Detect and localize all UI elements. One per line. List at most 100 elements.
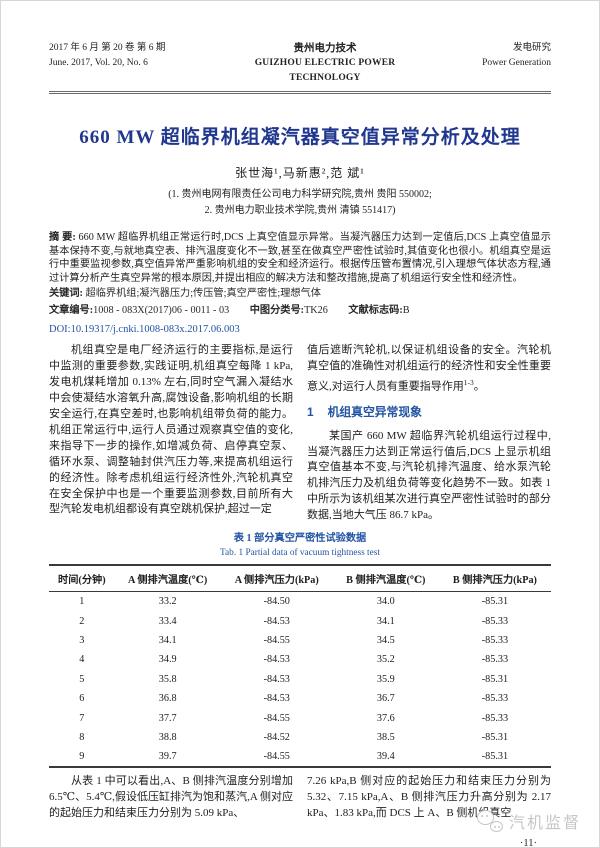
abstract-label: 摘 要: <box>49 232 76 243</box>
table-column-header: B 侧排汽温度(℃) <box>346 575 426 587</box>
table-cell: 39.4 <box>376 751 395 763</box>
watermark: 汽机监督 <box>476 809 581 833</box>
table-column-header: A 侧排汽温度(℃) <box>128 575 208 587</box>
bottom-right-paragraph: 7.26 kPa,B 侧对应的起始压力和结束压力分别为 5.32、7.15 kP… <box>307 775 551 820</box>
table-cell: -84.53 <box>263 615 290 627</box>
article-number-value: 1008 - 083X(2017)06 - 0011 - 03 <box>93 305 230 317</box>
table-cell: -85.31 <box>481 596 509 608</box>
column-info: 发电研究 Power Generation <box>431 41 551 71</box>
table-caption: 表 1 部分真空严密性试验数据 Tab. 1 Partial data of v… <box>49 532 551 560</box>
table-cell: -84.55 <box>263 712 290 724</box>
table-cell: -85.33 <box>481 635 509 647</box>
clc-label: 中图分类号: <box>249 305 305 317</box>
section-1-paragraph: 某国产 660 MW 超临界汽轮机组运行过程中,当凝汽器压力达到正常运行值后,D… <box>307 429 551 522</box>
table-cell: 8 <box>79 731 85 743</box>
table-cell: -85.31 <box>481 673 509 685</box>
data-table-body: 1 33.2 -84.50 34.0 -85.31 2 33.4 -84.53 34.1 -85.… <box>49 592 551 768</box>
table-cell: -85.33 <box>481 712 509 724</box>
keywords-label: 关键词: <box>49 288 83 300</box>
table-cell: 39.7 <box>158 751 177 763</box>
section-1-heading: 1 机组真空异常现象 <box>307 405 551 421</box>
table-column-header: 时间(分钟) <box>58 575 106 587</box>
page-number: ·11· <box>519 838 537 848</box>
authors-line: 张世海¹,马新惠²,范 斌¹ <box>235 166 365 180</box>
affiliation-line-2: 2. 贵州电力职业技术学院,贵州 清镇 551417) <box>204 205 396 216</box>
bottom-left-column: 从表 1 中可以看出,A、B 侧排汽温度分别增加 6.5℃、5.4℃,假设低压缸… <box>49 774 293 847</box>
paper-title: 660 MW 超临界机组凝汽器真空值异常分析及处理 <box>79 127 521 148</box>
journal-name-cn: 贵州电力技术 <box>293 43 357 54</box>
citation-superscript: 1-3 <box>463 378 474 388</box>
table-cell: 34.1 <box>376 615 395 627</box>
table-cell: -84.50 <box>263 596 290 608</box>
table-cell: 1 <box>79 596 85 608</box>
vacuum-test-table: 时间(分钟) A 侧排汽温度(℃) A 侧排汽压力(kPa) B 侧排汽温度(℃) B … <box>49 564 551 768</box>
article-meta: 文章编号:1008 - 083X(2017)06 - 0011 - 03 中图分… <box>49 303 551 318</box>
table-cell: -84.55 <box>263 635 290 647</box>
affiliation-line-1: (1. 贵州电网有限责任公司电力科学研究院,贵州 贵阳 550002; <box>168 189 432 200</box>
table-cell: -84.52 <box>263 731 290 743</box>
table-cell: 34.9 <box>158 654 177 666</box>
table-cell: 35.2 <box>376 654 395 666</box>
table-cell: -85.31 <box>481 731 509 743</box>
table-cell: 34.0 <box>376 596 395 608</box>
left-column: 机组真空是电厂经济运行的主要指标,是运行中监测的重要参数,实践证明,机组真空每降… <box>49 343 293 524</box>
table-row: 9 39.7 -84.55 39.4 -85.31 <box>49 747 551 768</box>
table-cell: -84.53 <box>263 693 290 705</box>
table-caption-cn: 表 1 部分真空严密性试验数据 <box>233 533 367 545</box>
table-cell: 37.7 <box>158 712 177 724</box>
bottom-left-paragraph: 从表 1 中可以看出,A、B 侧排汽温度分别增加 6.5℃、5.4℃,假设低压缸… <box>49 775 293 820</box>
journal-header: 2017 年 6 月 第 20 卷 第 6 期 June. 2017, Vol.… <box>49 41 551 86</box>
table-cell: 38.5 <box>376 731 395 743</box>
table-row: 7 37.7 -84.55 37.6 -85.33 <box>49 708 551 727</box>
table-cell: -84.55 <box>263 751 290 763</box>
table-row: 6 36.8 -84.53 36.7 -85.33 <box>49 689 551 708</box>
journal-name: 贵州电力技术 GUIZHOU ELECTRIC POWER TECHNOLOGY <box>219 41 431 86</box>
wechat-icon <box>476 810 503 832</box>
issue-info: 2017 年 6 月 第 20 卷 第 6 期 June. 2017, Vol.… <box>49 41 219 71</box>
table-row: 8 38.8 -84.52 38.5 -85.31 <box>49 728 551 747</box>
table-column-header: B 侧排汽压力(kPa) <box>452 575 537 587</box>
table-cell: 3 <box>79 635 85 647</box>
left-paragraph-1: 机组真空是电厂经济运行的主要指标,是运行中监测的重要参数,实践证明,机组真空每降… <box>49 344 293 516</box>
table-cell: 34.5 <box>376 635 395 647</box>
bottom-columns: 从表 1 中可以看出,A、B 侧排汽温度分别增加 6.5℃、5.4℃,假设低压缸… <box>49 774 551 848</box>
article-number-label: 文章编号: <box>49 305 94 317</box>
column-name-en: Power Generation <box>482 58 551 68</box>
table-cell: 4 <box>79 654 85 666</box>
table-cell: 36.8 <box>158 693 177 705</box>
section-1-title: 机组真空异常现象 <box>327 404 422 419</box>
doi-line: DOI:10.19317/j.cnki.1008-083x.2017.06.00… <box>49 324 240 336</box>
table-cell: 9 <box>79 751 85 763</box>
table-cell: -85.33 <box>481 615 509 627</box>
doc-code-value: B <box>402 305 410 317</box>
abstract: 摘 要: 660 MW 超临界机组正常运行时,DCS 上真空值显示异常。当凝汽器… <box>49 231 551 285</box>
table-cell: 2 <box>79 615 85 627</box>
table-row: 1 33.2 -84.50 34.0 -85.31 <box>49 592 551 612</box>
watermark-text: 汽机监督 <box>508 815 581 832</box>
section-1-number: 1 <box>307 404 314 419</box>
doc-code-label: 文献标志码: <box>348 305 403 317</box>
table-caption-en: Tab. 1 Partial data of vacuum tightness … <box>220 548 380 559</box>
table-row: 4 34.9 -84.53 35.2 -85.33 <box>49 650 551 669</box>
abstract-text: 660 MW 超临界机组正常运行时,DCS 上真空值显示异常。当凝汽器压力达到一… <box>49 232 551 284</box>
table-cell: 7 <box>79 712 85 724</box>
table-cell: 35.8 <box>158 673 177 685</box>
issue-date-en: June. 2017, Vol. 20, No. 6 <box>49 58 148 68</box>
table-cell: 36.7 <box>376 693 395 705</box>
table-cell: -84.53 <box>263 673 290 685</box>
table-cell: -85.33 <box>481 693 509 705</box>
table-row: 2 33.4 -84.53 34.1 -85.33 <box>49 611 551 630</box>
table-row: 5 35.8 -84.53 35.9 -85.31 <box>49 670 551 689</box>
table-cell: 35.9 <box>376 673 395 685</box>
table-cell: 33.4 <box>158 615 177 627</box>
table-cell: -84.53 <box>263 654 290 666</box>
keywords: 关键词: 超临界机组;凝汽器压力;传压管;真空严密性;理想气体 <box>49 287 551 301</box>
table-cell: 6 <box>79 693 85 705</box>
journal-name-en: GUIZHOU ELECTRIC POWER TECHNOLOGY <box>254 58 396 83</box>
clc-value: TK26 <box>304 305 328 317</box>
table-cell: -85.31 <box>481 751 509 763</box>
table-header-row: 时间(分钟) A 侧排汽温度(℃) A 侧排汽压力(kPa) B 侧排汽温度(℃) B … <box>49 565 551 592</box>
table-row: 3 34.1 -84.55 34.5 -85.33 <box>49 631 551 650</box>
table-cell: 5 <box>79 673 85 685</box>
